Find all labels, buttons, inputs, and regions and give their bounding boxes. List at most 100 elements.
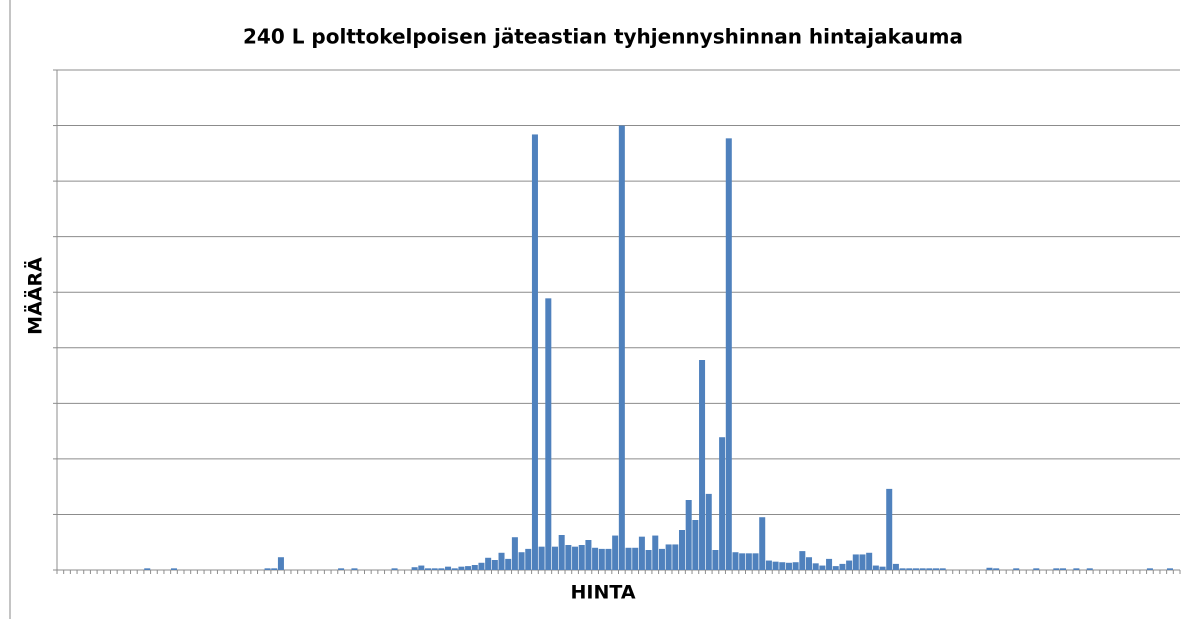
bar — [899, 568, 906, 570]
bar — [779, 562, 786, 570]
bar — [725, 138, 732, 571]
bar — [812, 563, 819, 570]
bar — [906, 568, 913, 570]
bar — [1166, 568, 1173, 570]
bar — [886, 488, 893, 570]
bar — [839, 563, 846, 570]
bar — [739, 553, 746, 570]
bar — [598, 548, 605, 570]
bar — [939, 568, 946, 570]
bar — [719, 437, 726, 570]
bar — [993, 568, 1000, 570]
bar — [912, 568, 919, 570]
bar — [745, 553, 752, 570]
bar — [351, 568, 358, 570]
bar — [638, 536, 645, 570]
bar — [632, 547, 639, 570]
bar — [445, 566, 452, 570]
bar — [578, 545, 585, 570]
bar — [752, 553, 759, 570]
bar — [418, 565, 425, 570]
bar — [772, 561, 779, 570]
bar — [545, 298, 552, 570]
bar — [866, 552, 873, 570]
bar — [625, 547, 632, 570]
bar — [759, 517, 766, 570]
bar — [685, 500, 692, 570]
bar — [879, 566, 886, 570]
bar — [465, 566, 472, 570]
bar — [592, 547, 599, 570]
bar — [785, 562, 792, 570]
bar — [431, 568, 438, 570]
bar — [933, 568, 940, 570]
bar — [765, 560, 772, 570]
bar — [799, 551, 806, 570]
bar — [531, 134, 538, 570]
bar — [558, 535, 565, 570]
bar — [572, 546, 579, 570]
bar — [264, 568, 271, 570]
bar — [705, 493, 712, 570]
bar — [498, 552, 505, 570]
bar — [511, 537, 518, 570]
bar — [819, 565, 826, 570]
bar — [551, 546, 559, 570]
bar — [652, 535, 659, 570]
bar — [792, 562, 799, 570]
bar — [678, 530, 686, 570]
bar — [485, 557, 492, 570]
bar — [391, 568, 398, 570]
bar — [338, 568, 345, 570]
bar — [699, 360, 706, 570]
bar — [665, 544, 672, 570]
bar — [732, 552, 739, 570]
bar — [926, 568, 933, 570]
bar — [1073, 568, 1080, 570]
bar — [411, 567, 418, 570]
bar — [478, 562, 485, 570]
bar — [538, 546, 545, 570]
bar — [144, 568, 151, 570]
bar — [1060, 568, 1067, 570]
bar — [919, 568, 926, 570]
bar — [525, 548, 532, 570]
bar — [424, 568, 431, 570]
bar — [170, 568, 177, 570]
bar — [618, 125, 625, 571]
bar — [672, 544, 679, 570]
bar — [846, 560, 853, 570]
bar — [438, 568, 445, 570]
bar — [451, 568, 458, 570]
bar — [712, 550, 719, 570]
bar — [1053, 568, 1060, 570]
bar — [1086, 568, 1093, 570]
bar — [872, 565, 879, 570]
bar — [832, 566, 839, 570]
bar — [271, 568, 278, 570]
bar — [692, 520, 699, 570]
bar — [518, 552, 525, 570]
bar — [852, 554, 859, 570]
chart-title: 240 L polttokelpoisen jäteastian tyhjenn… — [243, 25, 963, 49]
bar — [612, 535, 619, 570]
bar — [1033, 568, 1040, 570]
bar — [277, 557, 284, 570]
bar — [565, 545, 572, 570]
bar — [471, 565, 478, 570]
bar — [605, 548, 612, 570]
bar — [1013, 568, 1020, 570]
bar — [806, 557, 813, 570]
x-axis-label: HINTA — [570, 582, 635, 604]
bar — [892, 563, 899, 570]
bar — [585, 540, 592, 570]
bar — [986, 567, 993, 570]
y-axis-label: MÄÄRÄ — [23, 257, 47, 335]
bar — [1146, 568, 1153, 570]
bar — [826, 558, 833, 570]
bar — [645, 550, 652, 570]
bar — [658, 548, 665, 570]
bar — [458, 566, 465, 570]
bar — [491, 560, 498, 570]
